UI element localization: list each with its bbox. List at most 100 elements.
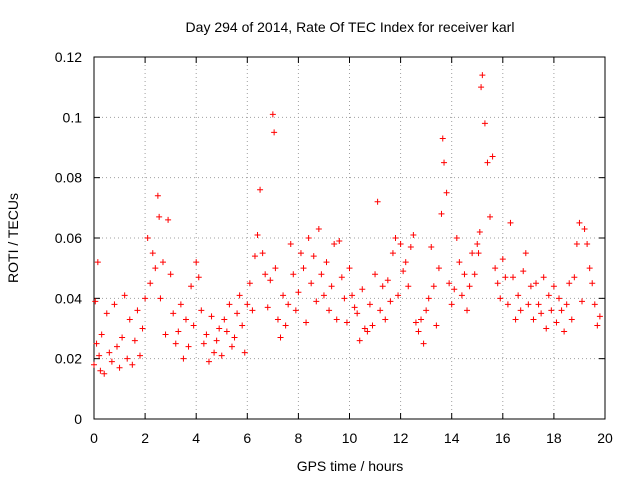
x-tick-label: 2 [141, 430, 149, 446]
data-point [407, 244, 414, 251]
data-point [326, 307, 333, 314]
data-point [101, 370, 108, 377]
data-point [425, 295, 432, 302]
data-point [136, 352, 143, 359]
data-point [126, 316, 133, 323]
data-point [213, 337, 220, 344]
data-point [318, 271, 325, 278]
data-point [203, 331, 210, 338]
data-point [346, 265, 353, 272]
data-point [320, 292, 327, 299]
x-tick-label: 4 [192, 430, 200, 446]
data-point [92, 298, 99, 305]
data-point [471, 271, 478, 278]
data-point [216, 325, 223, 332]
data-point [221, 316, 228, 323]
data-point [356, 337, 363, 344]
data-point [438, 210, 445, 217]
data-point [420, 340, 427, 347]
data-point [264, 304, 271, 311]
data-point [165, 216, 172, 223]
data-point [223, 328, 230, 335]
data-point [382, 316, 389, 323]
x-tick-label: 8 [295, 430, 303, 446]
data-point [343, 319, 350, 326]
y-axis-title: ROTI / TECUs [5, 193, 21, 283]
data-point [550, 283, 557, 290]
x-axis-tick-labels: 0 2 4 6 8 10 12 14 16 18 20 [90, 430, 613, 446]
data-point [395, 292, 402, 299]
data-point [190, 322, 197, 329]
data-point [540, 274, 547, 281]
x-tick-label: 10 [342, 430, 358, 446]
data-point [262, 271, 269, 278]
data-point [295, 289, 302, 296]
data-point [333, 316, 340, 323]
data-point [94, 259, 101, 266]
data-point [469, 250, 476, 257]
data-point [517, 307, 524, 314]
data-point [282, 322, 289, 329]
data-point [484, 159, 491, 166]
data-point [507, 219, 514, 226]
x-axis-title: GPS time / hours [297, 458, 404, 474]
data-point [446, 280, 453, 287]
data-point [428, 244, 435, 251]
data-point [180, 355, 187, 362]
data-point [461, 271, 468, 278]
data-point [489, 153, 496, 160]
data-point [576, 219, 583, 226]
data-point [359, 286, 366, 293]
data-point [361, 325, 368, 332]
data-point [443, 189, 450, 196]
data-point [525, 301, 532, 308]
y-tick-label: 0.04 [55, 290, 82, 306]
data-point [185, 343, 192, 350]
data-point [377, 307, 384, 314]
data-point [271, 129, 278, 136]
data-point [451, 286, 458, 293]
data-point [97, 367, 104, 374]
x-tick-label: 16 [495, 430, 511, 446]
data-point [246, 280, 253, 287]
data-point [272, 265, 279, 272]
data-point [269, 111, 276, 118]
y-tick-label: 0.1 [63, 109, 83, 125]
data-point [287, 241, 294, 248]
data-point [108, 358, 115, 365]
data-point [515, 292, 522, 299]
data-point [558, 307, 565, 314]
data-point [193, 259, 200, 266]
data-point [226, 301, 233, 308]
data-point [285, 301, 292, 308]
data-point [338, 274, 345, 281]
data-point [116, 364, 123, 371]
data-point [522, 250, 529, 257]
data-point [412, 319, 419, 326]
data-point [527, 283, 534, 290]
data-point [149, 250, 156, 257]
data-point [211, 349, 218, 356]
data-point [98, 331, 105, 338]
data-point [476, 228, 483, 235]
data-point [152, 265, 159, 272]
data-point [535, 301, 542, 308]
data-point [400, 268, 407, 275]
data-point [464, 307, 471, 314]
data-point [475, 250, 482, 257]
data-point [159, 259, 166, 266]
data-point [497, 295, 504, 302]
data-point [423, 307, 430, 314]
data-point [402, 259, 409, 266]
data-point [591, 301, 598, 308]
data-point [364, 328, 371, 335]
x-tick-label: 6 [243, 430, 251, 446]
data-point [439, 135, 446, 142]
data-point [139, 325, 146, 332]
data-point [392, 235, 399, 241]
data-point [119, 334, 126, 341]
data-point [177, 301, 184, 308]
data-point [315, 225, 322, 232]
data-point [374, 198, 381, 205]
data-point [435, 265, 442, 272]
